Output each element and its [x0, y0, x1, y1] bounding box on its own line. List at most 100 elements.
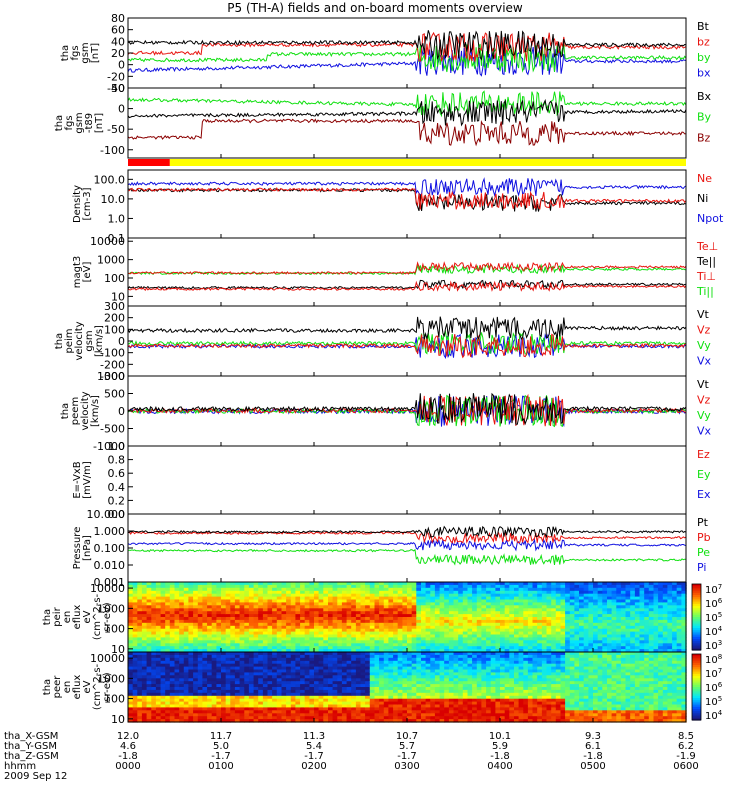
heatmap-cell: [365, 614, 371, 618]
heatmap-cell: [337, 646, 343, 650]
heatmap-cell: [207, 678, 213, 682]
heatmap-cell: [183, 689, 190, 694]
heatmap-cell: [416, 617, 422, 621]
heatmap-cell: [518, 710, 524, 714]
heatmap-cell: [225, 713, 231, 717]
heatmap-cell: [500, 631, 506, 636]
heatmap-cell: [555, 649, 562, 653]
heatmap-cell: [281, 608, 287, 612]
heatmap-cell: [351, 710, 357, 714]
heatmap-cell: [360, 625, 366, 630]
heatmap-cell: [374, 643, 380, 647]
heatmap-cell: [355, 652, 362, 656]
heatmap-cell: [486, 646, 492, 650]
heatmap-cell: [337, 605, 343, 609]
heatmap-cell: [537, 628, 543, 633]
heatmap-cell: [267, 596, 273, 601]
heatmap-cell: [560, 649, 566, 653]
heatmap-cell: [221, 625, 227, 630]
heatmap-cell: [500, 622, 506, 627]
heatmap-cell: [374, 596, 380, 601]
heatmap-cell: [360, 596, 366, 601]
heatmap-cell: [234, 652, 241, 656]
heatmap-cell: [355, 608, 362, 612]
heatmap-cell: [639, 649, 645, 653]
peem_v-series-Vt: [127, 392, 687, 426]
temp-panel: [127, 261, 687, 292]
heatmap-cell: [379, 675, 385, 679]
heatmap-cell: [355, 675, 362, 679]
heatmap-cell: [467, 689, 473, 694]
heatmap-cell: [416, 716, 422, 720]
heatmap-cell: [439, 649, 445, 653]
heatmap-cell: [518, 649, 524, 653]
heatmap-cell: [616, 605, 622, 609]
heatmap-cell: [183, 617, 190, 621]
heatmap-cell: [509, 713, 515, 717]
heatmap-cell: [407, 596, 413, 601]
heatmap-cell: [253, 622, 259, 627]
heatmap-cell: [374, 587, 380, 592]
heatmap-cell: [453, 710, 459, 714]
heatmap-cell: [379, 666, 385, 671]
heatmap-cell: [155, 692, 162, 697]
heatmap-cell: [304, 678, 310, 682]
heatmap-cell: [393, 611, 399, 615]
heatmap-cell: [551, 649, 557, 653]
heatmap-cell: [193, 672, 199, 676]
heatmap-cell: [272, 666, 278, 671]
heatmap-cell: [500, 593, 506, 598]
heatmap-cell: [434, 654, 441, 659]
heatmap-cell: [676, 640, 682, 644]
heatmap-cell: [323, 707, 329, 711]
heatmap-cell: [128, 666, 134, 671]
heatmap-cell: [276, 643, 283, 647]
heatmap-cell: [318, 672, 324, 676]
heatmap-cell: [267, 707, 273, 711]
heatmap-cell: [514, 672, 520, 676]
heatmap-cell: [234, 719, 241, 723]
heatmap-cell: [681, 649, 687, 653]
heatmap-cell: [165, 640, 171, 644]
heatmap-cell: [253, 625, 259, 630]
heatmap-cell: [169, 654, 176, 659]
heatmap-cell: [351, 681, 357, 685]
heatmap-cell: [332, 687, 338, 691]
heatmap-cell: [602, 593, 608, 598]
heatmap-cell: [146, 590, 152, 595]
heatmap-cell: [253, 719, 259, 723]
heatmap-cell: [416, 684, 422, 688]
heatmap-cell: [221, 654, 227, 659]
heatmap-cell: [648, 582, 655, 586]
heatmap-cell: [314, 646, 320, 650]
heatmap-cell: [286, 710, 292, 714]
heatmap-cell: [667, 631, 673, 636]
heatmap-cell: [476, 695, 483, 700]
heatmap-cell: [151, 672, 157, 676]
heatmap-cell: [337, 596, 343, 601]
heatmap-cell: [314, 584, 320, 589]
heatmap-cell: [658, 634, 664, 638]
heatmap-cell: [421, 608, 427, 612]
heatmap-cell: [383, 689, 390, 694]
heatmap-cell: [383, 710, 390, 714]
heatmap-cell: [328, 654, 334, 659]
heatmap-cell: [569, 628, 576, 633]
heatmap-cell: [272, 663, 278, 668]
heatmap-cell: [146, 716, 152, 720]
heatmap-cell: [281, 678, 287, 682]
heatmap-cell: [360, 652, 366, 656]
heatmap-cell: [374, 704, 380, 708]
heatmap-cell: [439, 602, 445, 606]
heatmap-cell: [532, 593, 538, 598]
heatmap-cell: [309, 649, 315, 653]
heatmap-cell: [179, 628, 185, 633]
heatmap-cell: [532, 649, 538, 653]
heatmap-cell: [388, 643, 394, 647]
heatmap-cell: [183, 649, 190, 653]
heatmap-cell: [300, 590, 306, 595]
heatmap-cell: [476, 614, 483, 618]
heatmap-cell: [183, 687, 190, 691]
heatmap-cell: [667, 619, 673, 624]
heatmap-cell: [662, 628, 669, 633]
